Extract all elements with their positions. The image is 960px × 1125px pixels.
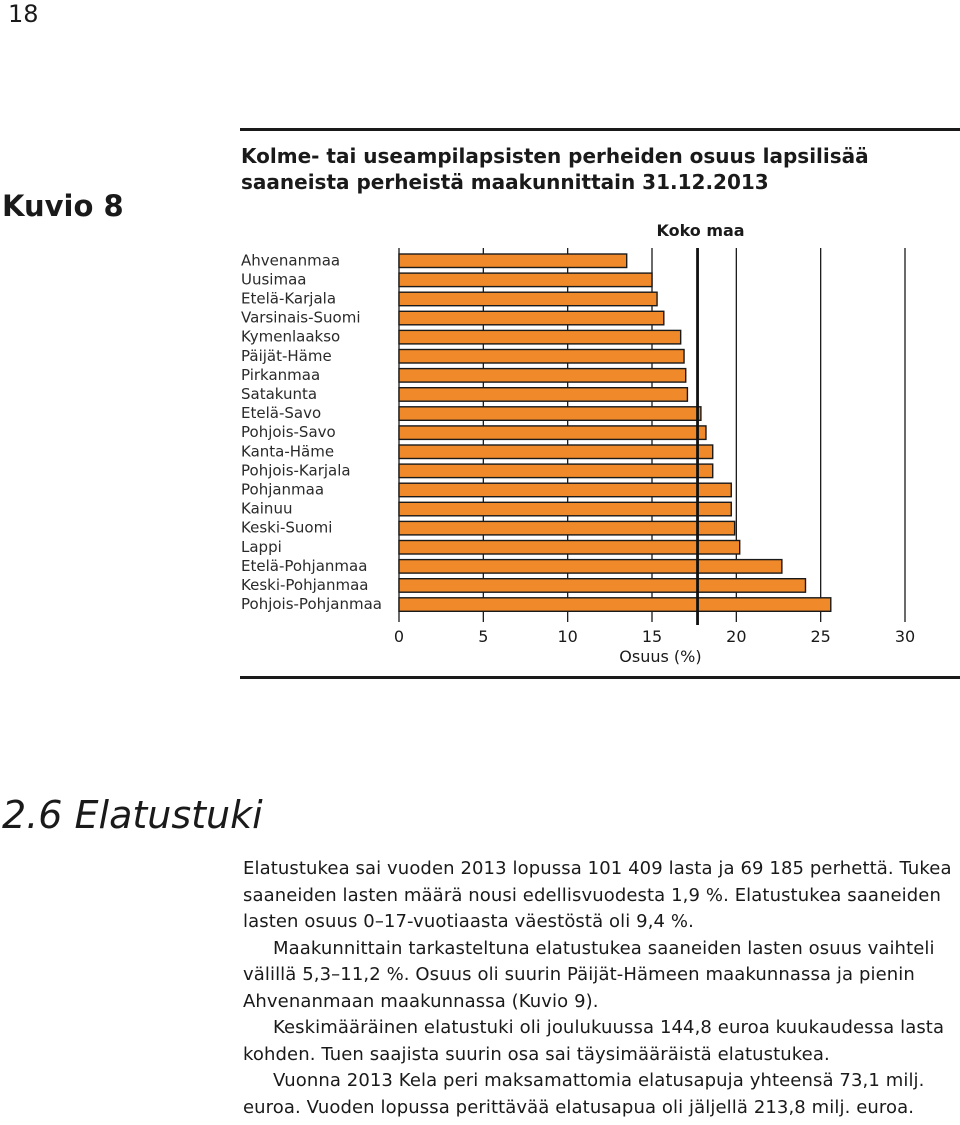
category-label: Kainuu bbox=[241, 500, 292, 518]
figure-top-rule bbox=[240, 128, 960, 131]
page-number: 18 bbox=[8, 0, 39, 28]
bar bbox=[398, 501, 732, 517]
category-label: Kanta-Häme bbox=[241, 442, 334, 460]
category-label: Etelä-Karjala bbox=[241, 289, 336, 307]
category-label: Pohjois-Karjala bbox=[241, 461, 351, 479]
bar bbox=[398, 253, 628, 269]
bar bbox=[398, 520, 736, 536]
paragraph-3: Keskimääräinen elatustuki oli joulukuuss… bbox=[243, 1017, 945, 1065]
category-label: Pirkanmaa bbox=[241, 366, 320, 384]
paragraph-1: Elatustukea sai vuoden 2013 lopussa 101 … bbox=[243, 858, 952, 932]
category-label: Keski-Pohjanmaa bbox=[241, 576, 368, 594]
bar bbox=[398, 291, 658, 307]
paragraph-4: Vuonna 2013 Kela peri maksamattomia elat… bbox=[243, 1070, 925, 1118]
category-label: Päijät-Häme bbox=[241, 347, 332, 365]
bar bbox=[398, 348, 685, 364]
bar bbox=[398, 367, 687, 383]
reference-label: Koko maa bbox=[656, 221, 744, 240]
bar bbox=[398, 387, 689, 402]
category-label: Pohjanmaa bbox=[241, 480, 324, 498]
bar bbox=[398, 482, 732, 498]
bar bbox=[398, 597, 832, 612]
paragraph-2: Maakunnittain tarkasteltuna elatustukea … bbox=[243, 937, 935, 1012]
bar bbox=[398, 558, 783, 574]
category-label: Lappi bbox=[241, 538, 282, 556]
figure-title: Kolme- tai useampilapsisten perheiden os… bbox=[241, 144, 869, 194]
category-label: Ahvenanmaa bbox=[241, 251, 340, 269]
bar bbox=[398, 539, 741, 555]
category-label: Pohjois-Savo bbox=[241, 423, 336, 441]
category-label: Varsinais-Suomi bbox=[241, 309, 361, 327]
bar bbox=[398, 578, 807, 593]
x-tick-label: 20 bbox=[726, 627, 746, 646]
x-tick-label: 5 bbox=[478, 627, 488, 646]
x-tick-label: 30 bbox=[895, 627, 915, 646]
category-label: Satakunta bbox=[241, 385, 317, 403]
bar bbox=[398, 329, 682, 345]
category-label: Etelä-Savo bbox=[241, 404, 321, 422]
x-axis-label: Osuus (%) bbox=[619, 647, 701, 666]
x-tick-label: 0 bbox=[394, 627, 404, 646]
x-tick-label: 15 bbox=[642, 627, 662, 646]
bar-chart: Ahvenanmaa Uusimaa Etelä-Karjala Varsinais-… bbox=[241, 221, 915, 666]
bar bbox=[398, 463, 714, 479]
category-label: Uusimaa bbox=[241, 270, 306, 288]
category-label: Keski-Suomi bbox=[241, 519, 332, 537]
bar bbox=[398, 425, 707, 441]
body-text: Elatustukea sai vuoden 2013 lopussa 101 … bbox=[243, 856, 957, 1121]
bar bbox=[398, 272, 653, 288]
bar bbox=[398, 406, 702, 421]
figure-label: Kuvio 8 bbox=[2, 189, 124, 223]
bar bbox=[398, 444, 714, 460]
category-label: Kymenlaakso bbox=[241, 328, 340, 346]
category-label: Etelä-Pohjanmaa bbox=[241, 557, 367, 575]
bar bbox=[398, 310, 665, 326]
section-heading: 2.6 Elatustuki bbox=[2, 793, 263, 837]
x-tick-label: 10 bbox=[557, 627, 577, 646]
figure-bottom-rule bbox=[240, 676, 960, 679]
x-tick-label: 25 bbox=[810, 627, 830, 646]
category-label: Pohjois-Pohjanmaa bbox=[241, 595, 382, 613]
